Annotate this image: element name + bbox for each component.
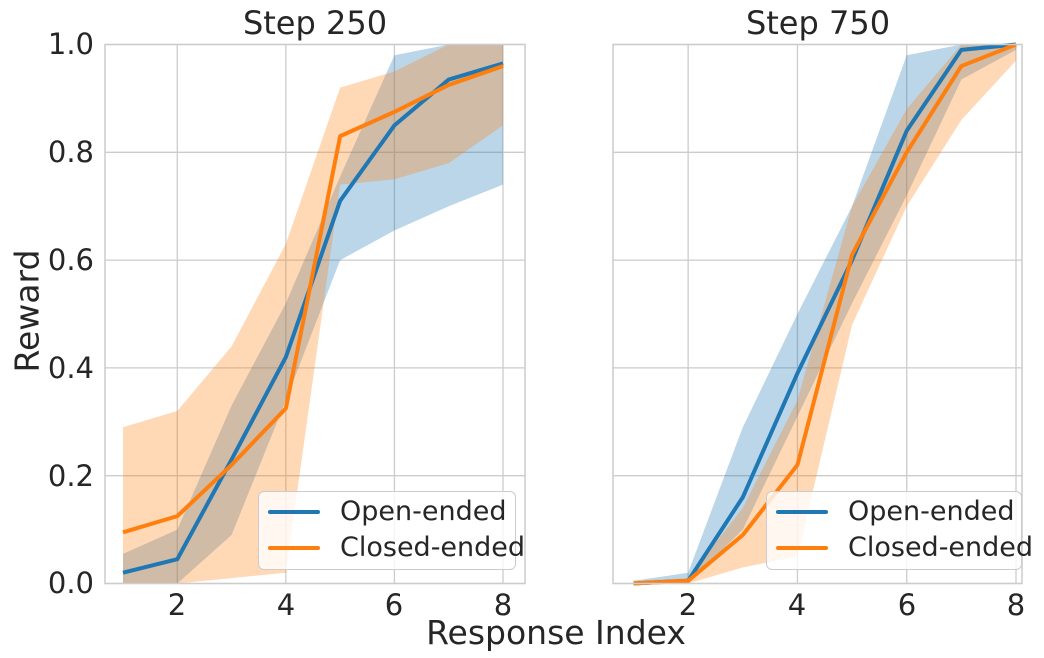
- y-tick-0.8: 0.8: [47, 135, 94, 169]
- legend-line-closed-ended-icon: [268, 545, 320, 551]
- legend-label-open-ended: Open-ended: [340, 496, 507, 527]
- x-tick-right-8: 8: [1006, 588, 1026, 622]
- y-tick-0.6: 0.6: [47, 243, 94, 277]
- x-axis-label: Response Index: [426, 613, 686, 652]
- x-tick-left-8: 8: [493, 588, 513, 622]
- x-tick-left-2: 2: [167, 588, 187, 622]
- x-tick-left-6: 6: [384, 588, 404, 622]
- legend-right: Open-ended Closed-ended: [766, 491, 1033, 570]
- subplot-title-left: Step 250: [242, 4, 388, 42]
- legend-entry-closed-ended: Closed-ended: [776, 530, 1033, 566]
- legend-line-closed-ended-icon: [776, 545, 828, 551]
- subplot-title-right: Step 750: [745, 4, 891, 42]
- legend-label-open-ended: Open-ended: [848, 496, 1015, 527]
- legend-label-closed-ended: Closed-ended: [848, 532, 1034, 563]
- legend-entry-open-ended: Open-ended: [268, 494, 515, 530]
- y-tick-0.0: 0.0: [47, 566, 94, 600]
- legend-line-open-ended-icon: [776, 509, 828, 515]
- y-tick-1.0: 1.0: [47, 27, 94, 61]
- legend-left: Open-ended Closed-ended: [258, 491, 525, 570]
- x-tick-left-4: 4: [276, 588, 296, 622]
- x-tick-right-6: 6: [897, 588, 917, 622]
- legend-label-closed-ended: Closed-ended: [340, 532, 526, 563]
- y-tick-0.2: 0.2: [47, 459, 94, 493]
- y-tick-0.4: 0.4: [47, 351, 94, 385]
- legend-line-open-ended-icon: [268, 509, 320, 515]
- legend-entry-closed-ended: Closed-ended: [268, 530, 525, 566]
- x-tick-right-2: 2: [678, 588, 698, 622]
- x-tick-right-4: 4: [787, 588, 807, 622]
- legend-entry-open-ended: Open-ended: [776, 494, 1021, 530]
